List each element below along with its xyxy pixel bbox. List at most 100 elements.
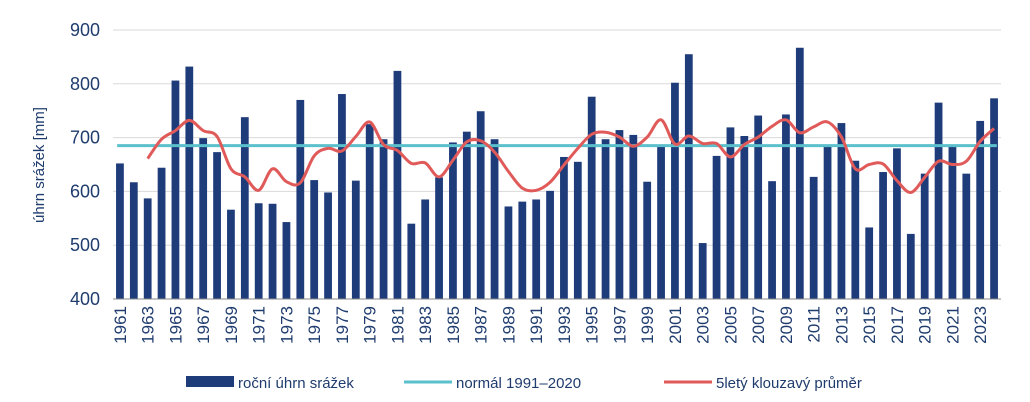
bar-2009	[782, 114, 790, 299]
bar-2007	[754, 115, 763, 300]
x-tick-label: 1985	[444, 306, 463, 344]
moving-average-line	[146, 118, 996, 194]
y-tick-label: 900	[70, 20, 100, 40]
bar-1983	[421, 199, 430, 299]
y-tick-labels: 400 500 600 700 800 900	[70, 20, 100, 309]
bar-2010	[795, 47, 804, 300]
bar-2014	[851, 160, 860, 299]
x-tick-label: 1961	[111, 306, 130, 344]
x-tick-label: 2015	[860, 306, 879, 344]
bar-1999	[643, 181, 652, 299]
bar-2023	[976, 120, 985, 299]
bar-1972	[268, 203, 277, 299]
bar-1966	[185, 66, 194, 299]
bar-1997	[615, 130, 624, 299]
x-tick-label: 1999	[638, 306, 657, 344]
bar-2006	[740, 135, 749, 299]
bar-2020	[934, 102, 943, 299]
bar-2003	[698, 243, 707, 299]
bar-1980	[379, 139, 388, 299]
legend-label-bar: roční úhrn srážek	[238, 375, 354, 392]
x-tick-labels: 1961 1963 1965 1967 1969 1971 1973 1975 1977 1979…	[111, 306, 990, 344]
bar-1962	[129, 182, 138, 299]
x-tick-label: 2003	[694, 306, 713, 344]
bar-1990	[518, 201, 527, 299]
x-tick-label: 2009	[777, 306, 796, 344]
bar-1967	[199, 138, 208, 299]
x-tick-label: 2019	[916, 306, 935, 344]
x-tick-label: 1987	[472, 306, 491, 344]
x-tick-label: 1989	[499, 306, 518, 344]
x-tick-label: 1973	[277, 306, 296, 344]
bar-1993	[560, 156, 568, 299]
bar-1978	[351, 180, 360, 299]
bar-1979	[365, 124, 374, 300]
bar-2018	[906, 233, 915, 299]
x-tick-label: 2007	[749, 306, 768, 344]
y-tick-label: 700	[70, 128, 100, 148]
bar-2015	[865, 227, 874, 299]
x-tick-label: 1967	[194, 306, 213, 344]
y-axis-label: úhrn srážek [mm]	[31, 107, 48, 223]
x-tick-label: 2017	[888, 306, 907, 344]
legend-label-average: 5letý klouzavý průměr	[716, 375, 862, 392]
bar-1964	[157, 167, 166, 299]
bar-1989	[504, 206, 513, 299]
moving-average-group	[146, 118, 996, 194]
bar-1975	[310, 180, 319, 299]
bar-2024	[990, 98, 998, 300]
x-tick-label: 2021	[943, 306, 962, 344]
legend-swatch-bar	[186, 376, 234, 387]
bar-1998	[629, 134, 638, 299]
bar-1976	[324, 192, 332, 299]
x-tick-label: 2011	[805, 306, 824, 343]
bar-1995	[587, 96, 596, 299]
x-tick-label: 1975	[305, 306, 324, 344]
bar-1987	[476, 111, 485, 299]
y-tick-label: 800	[70, 74, 100, 94]
bar-2012	[823, 145, 832, 299]
x-tick-label: 2013	[832, 306, 851, 344]
bar-1996	[601, 139, 610, 299]
x-tick-label: 1981	[388, 306, 407, 344]
x-tick-label: 1965	[166, 306, 185, 344]
bar-2021	[948, 145, 957, 299]
bar-2001	[671, 82, 679, 299]
bar-1973	[282, 222, 291, 299]
bar-1982	[407, 223, 416, 299]
x-tick-label: 1969	[222, 306, 241, 344]
x-tick-label: 1997	[610, 306, 629, 344]
bar-1965	[171, 80, 180, 300]
bar-2008	[768, 181, 776, 299]
bar-1974	[296, 99, 305, 299]
bar-2013	[837, 123, 846, 299]
bar-2016	[879, 172, 887, 299]
x-tick-label: 2005	[721, 306, 740, 344]
bars	[116, 47, 998, 300]
bar-2000	[657, 146, 665, 299]
bar-1985	[449, 142, 457, 299]
x-tick-label: 2001	[666, 306, 685, 344]
y-tick-label: 400	[70, 289, 100, 309]
legend-label-normal: normál 1991–2020	[456, 375, 581, 392]
x-tick-label: 1991	[527, 306, 546, 344]
bar-1981	[393, 70, 402, 299]
legend: roční úhrn srážek normál 1991–2020 5letý…	[186, 375, 862, 392]
bar-1994	[573, 161, 582, 299]
bar-1991	[532, 199, 541, 299]
bar-2022	[962, 173, 971, 299]
x-tick-label: 1963	[139, 306, 158, 344]
bar-2005	[726, 127, 735, 300]
x-tick-label: 1977	[333, 306, 352, 344]
x-tick-label: 1995	[583, 306, 602, 344]
bar-2011	[809, 176, 818, 299]
x-tick-label: 1983	[416, 306, 435, 344]
bar-1963	[143, 198, 152, 299]
bar-2017	[893, 148, 901, 299]
bar-1977	[338, 94, 346, 299]
bar-2019	[920, 173, 929, 299]
bar-1992	[546, 190, 554, 299]
bar-1968	[213, 152, 221, 299]
bar-1970	[240, 117, 249, 299]
